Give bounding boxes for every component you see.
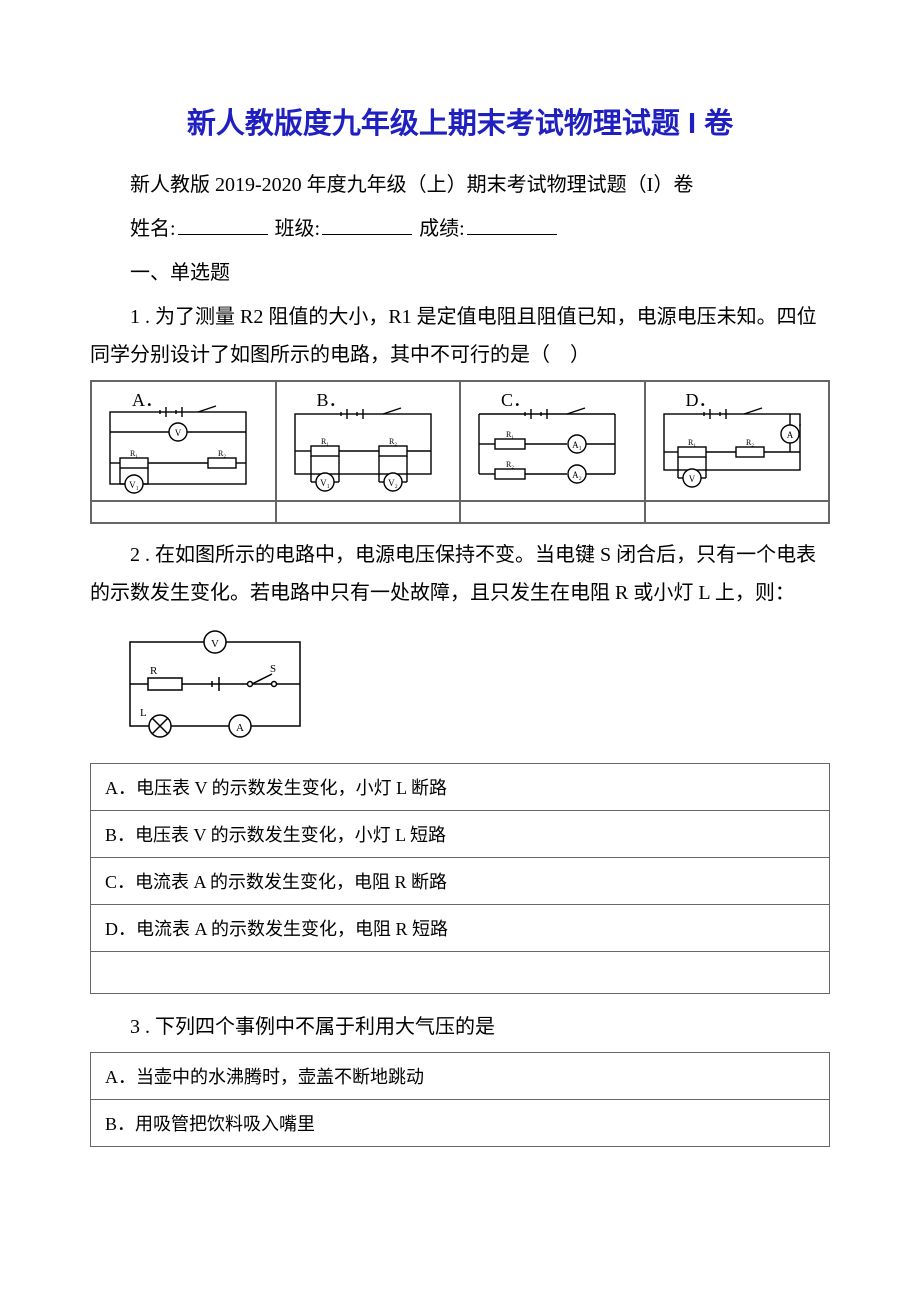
svg-text:R₁: R₁	[320, 437, 328, 446]
svg-text:S: S	[270, 663, 276, 675]
svg-text:V: V	[211, 638, 219, 650]
q1-options-grid: A． V R₁ R₂ V₁ B．	[90, 380, 830, 524]
q2-option-b: B．电压表 V 的示数发生变化，小灯 L 短路	[91, 811, 830, 858]
q2-option-d: D．电流表 A 的示数发生变化，电阻 R 短路	[91, 905, 830, 952]
svg-text:R₂: R₂	[506, 460, 514, 469]
svg-text:R₂: R₂	[218, 449, 226, 458]
svg-text:R₁: R₁	[687, 438, 695, 447]
name-label: 姓名:	[130, 218, 176, 240]
svg-text:V₁: V₁	[129, 480, 139, 490]
q1-option-d: D． A R₁ R₂ V	[645, 381, 830, 501]
circuit-b-diagram: R₁ R₂ V₁ V₂	[283, 404, 443, 494]
svg-text:R₂: R₂	[388, 437, 396, 446]
q2-circuit-diagram: V R S L A	[120, 624, 320, 744]
svg-text:A₁: A₁	[572, 440, 582, 450]
subtitle: 新人教版 2019-2020 年度九年级（上）期末考试物理试题（I）卷	[90, 166, 830, 204]
svg-text:R₂: R₂	[745, 438, 753, 447]
q2-option-blank	[91, 952, 830, 994]
q1-footer-b	[276, 501, 461, 523]
q2-circuit: V R S L A	[120, 624, 830, 749]
q3-option-b: B．用吸管把饮料吸入嘴里	[91, 1100, 830, 1147]
q1-option-c: C． R₁ A₁ R₂ A₂	[460, 381, 645, 501]
section-heading: 一、单选题	[90, 254, 830, 292]
circuit-c-diagram: R₁ A₁ R₂ A₂	[467, 404, 627, 494]
svg-text:R: R	[150, 665, 158, 677]
q1-footer-a	[91, 501, 276, 523]
q2-option-a: A．电压表 V 的示数发生变化，小灯 L 断路	[91, 764, 830, 811]
class-blank[interactable]	[322, 217, 412, 235]
score-label: 成绩:	[419, 218, 465, 240]
name-blank[interactable]	[178, 217, 268, 235]
svg-text:R₁: R₁	[506, 430, 514, 439]
svg-text:V: V	[175, 428, 182, 438]
q2-options-table: A．电压表 V 的示数发生变化，小灯 L 断路 B．电压表 V 的示数发生变化，…	[90, 763, 830, 994]
class-label: 班级:	[275, 218, 321, 240]
q3-options-table: A．当壶中的水沸腾时，壶盖不断地跳动 B．用吸管把饮料吸入嘴里	[90, 1052, 830, 1147]
q3-text: 3 . 下列四个事例中不属于利用大气压的是	[90, 1008, 830, 1046]
svg-text:A: A	[236, 722, 244, 734]
q2-option-c: C．电流表 A 的示数发生变化，电阻 R 断路	[91, 858, 830, 905]
circuit-d-diagram: A R₁ R₂ V	[652, 404, 812, 494]
form-line: 姓名: 班级: 成绩:	[90, 210, 830, 248]
q1-footer-d	[645, 501, 830, 523]
q2-text: 2 . 在如图所示的电路中，电源电压保持不变。当电键 S 闭合后，只有一个电表的…	[90, 536, 830, 612]
svg-text:V₂: V₂	[388, 478, 398, 488]
q3-option-a: A．当壶中的水沸腾时，壶盖不断地跳动	[91, 1053, 830, 1100]
svg-text:V: V	[688, 474, 695, 484]
circuit-a-diagram: V R₁ R₂ V₁	[98, 404, 258, 494]
q1-option-a: A． V R₁ R₂ V₁	[91, 381, 276, 501]
svg-text:L: L	[140, 707, 147, 719]
score-blank[interactable]	[467, 217, 557, 235]
page-title: 新人教版度九年级上期末考试物理试题 I 卷	[90, 100, 830, 142]
svg-text:R₁: R₁	[130, 449, 138, 458]
q1-footer-c	[460, 501, 645, 523]
svg-text:A₂: A₂	[572, 470, 582, 480]
q1-option-b: B． R₁ R₂ V₁ V₂	[276, 381, 461, 501]
q1-text: 1 . 为了测量 R2 阻值的大小，R1 是定值电阻且阻值已知，电源电压未知。四…	[90, 298, 830, 374]
svg-text:V₁: V₁	[320, 478, 330, 488]
svg-text:A: A	[786, 430, 793, 440]
